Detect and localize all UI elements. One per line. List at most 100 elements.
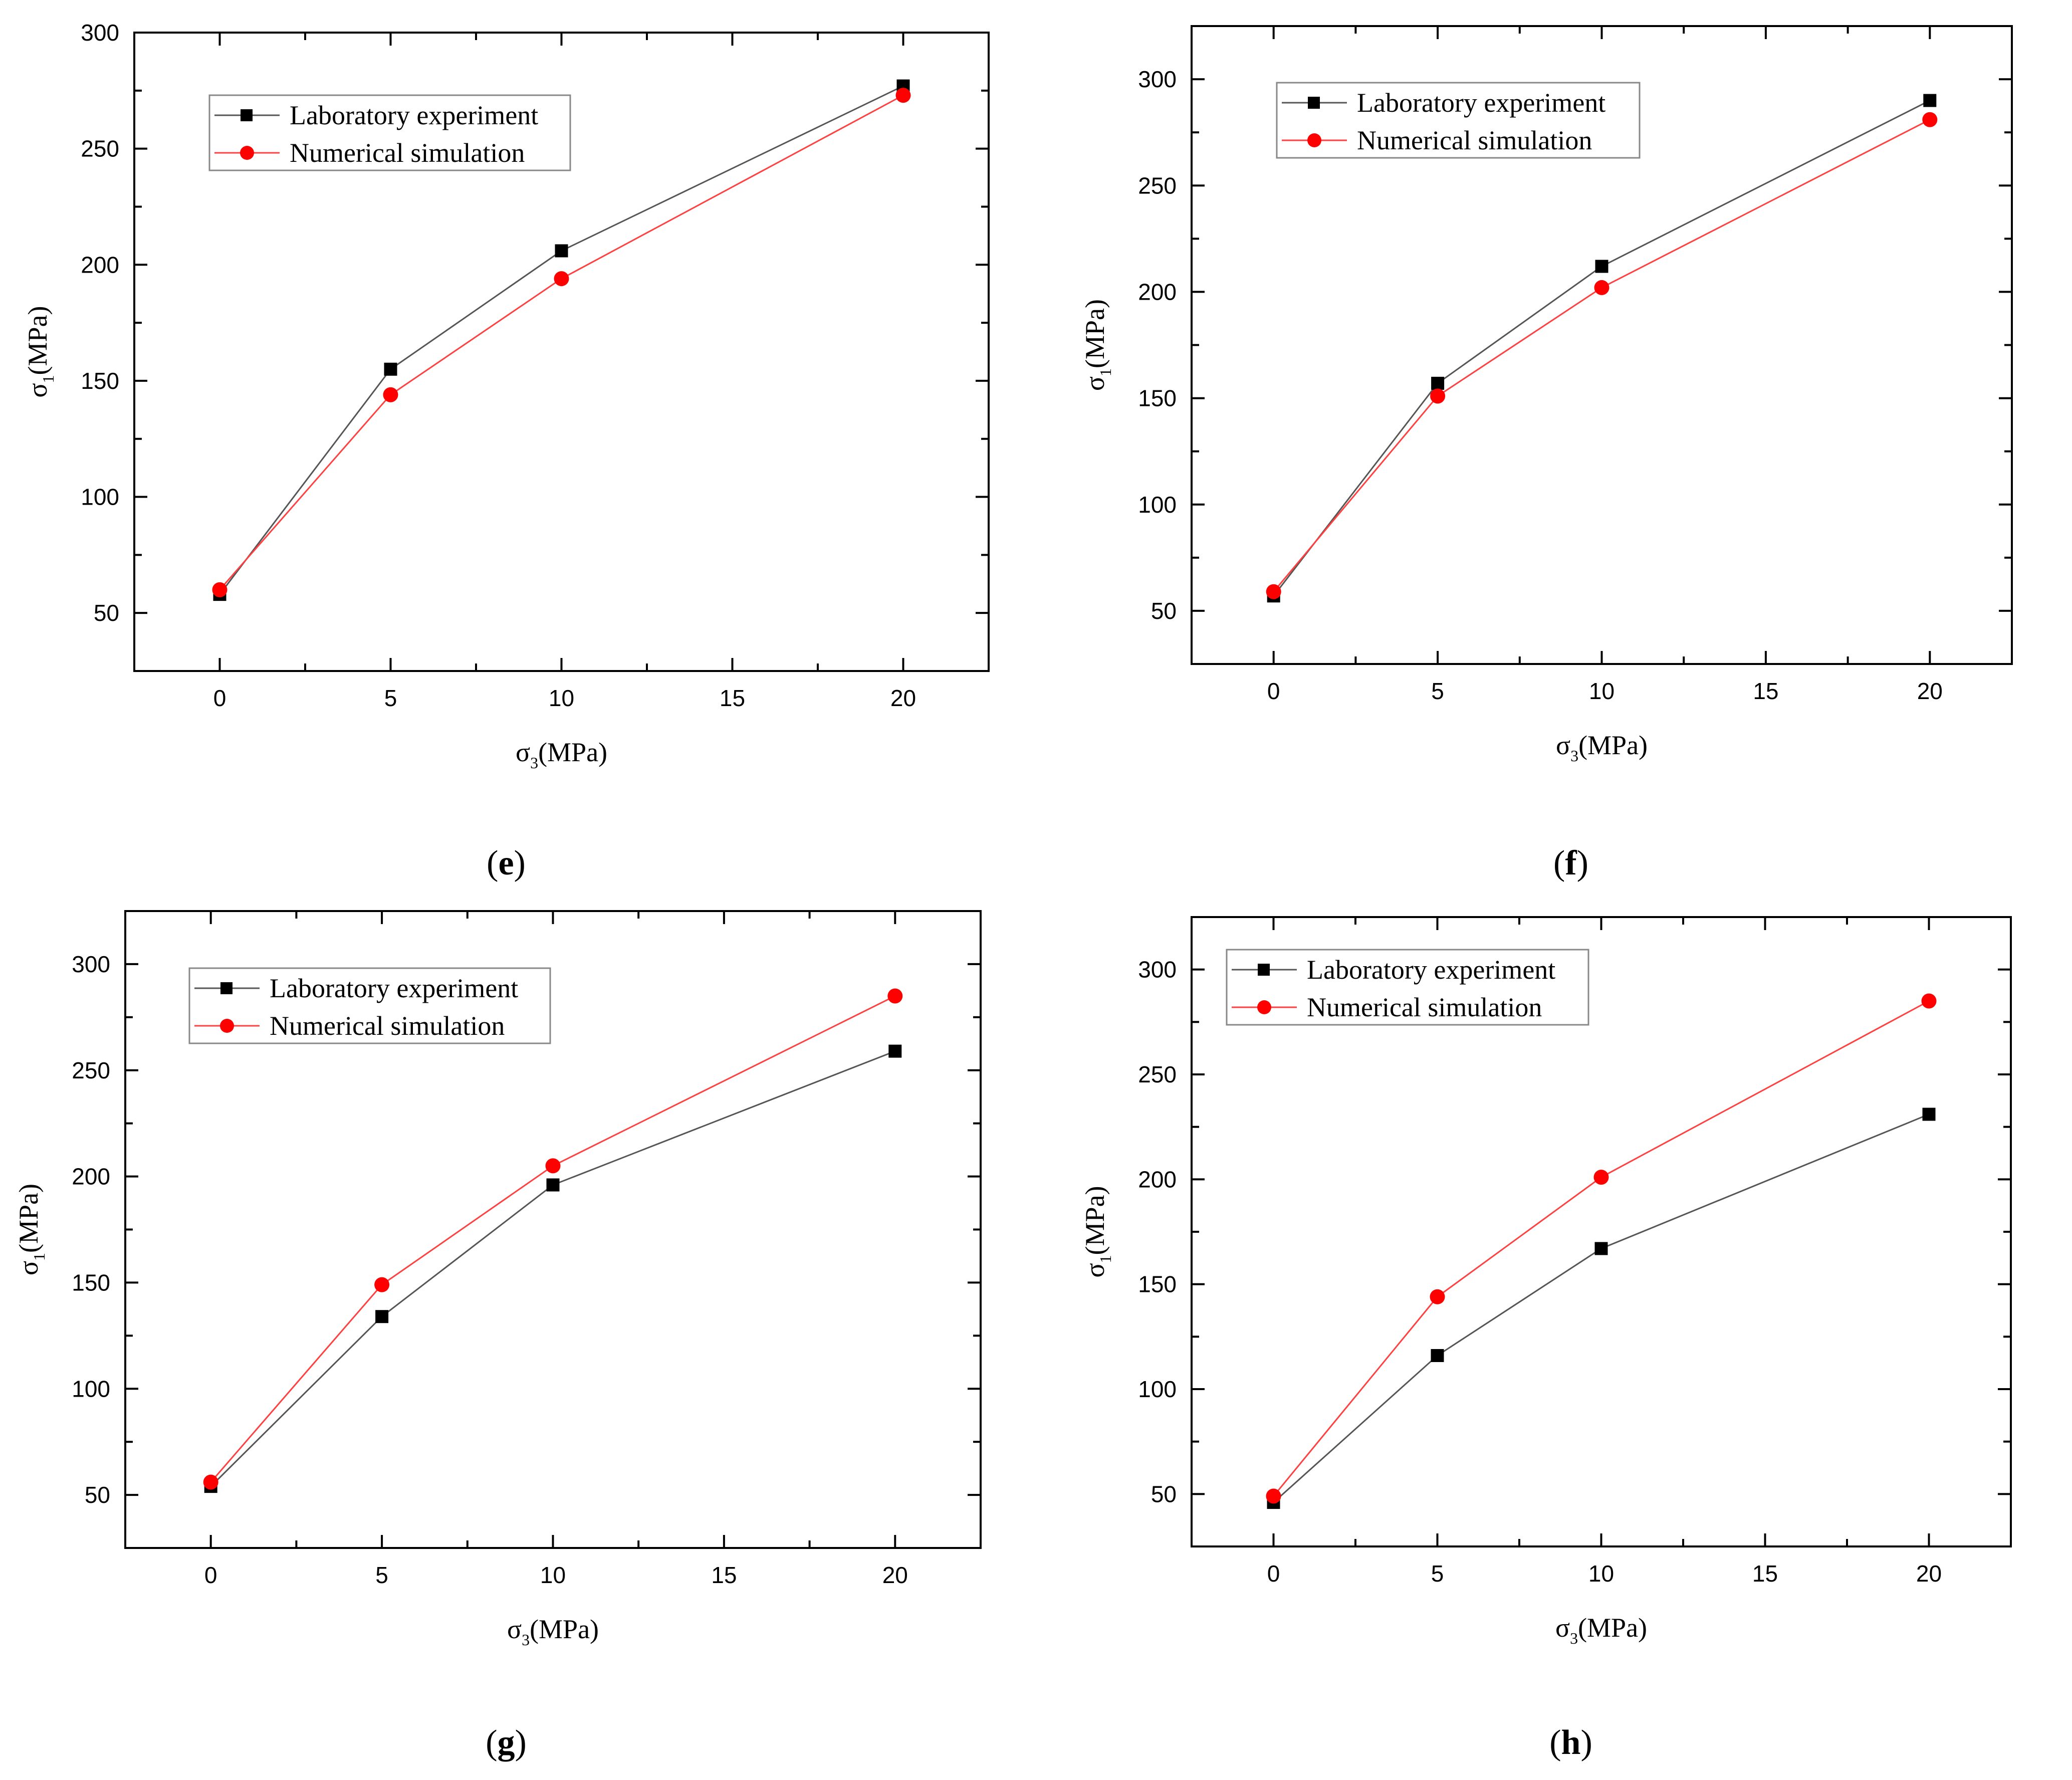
data-point-simulation	[1921, 993, 1937, 1009]
y-axis-subscript: 1	[30, 1253, 48, 1261]
x-tick-label: 10	[549, 685, 574, 711]
y-axis-symbol: σ	[23, 383, 53, 397]
data-point-laboratory	[1431, 1349, 1444, 1363]
series-line-simulation	[219, 94, 904, 590]
series-line-laboratory	[1273, 1114, 1930, 1503]
x-tick-label: 15	[1752, 1561, 1778, 1587]
legend-marker-circle	[1257, 1000, 1271, 1014]
x-tick-label: 5	[1431, 1561, 1444, 1587]
y-axis-unit: (MPa)	[23, 306, 53, 375]
y-tick-label: 300	[1138, 66, 1177, 92]
data-point-laboratory	[384, 362, 397, 376]
caption-letter: f	[1565, 844, 1577, 882]
caption-paren-open: (	[1553, 844, 1565, 882]
y-axis-subscript: 1	[39, 375, 57, 383]
data-point-simulation	[1593, 1170, 1609, 1185]
caption-paren-open: (	[487, 844, 498, 882]
legend-box	[1276, 82, 1641, 159]
data-point-simulation	[1594, 280, 1609, 295]
legend-marker-square	[1258, 964, 1270, 976]
caption-paren-open: (	[1549, 1723, 1561, 1762]
y-tick-label: 300	[72, 951, 110, 977]
y-tick-label: 50	[1151, 1481, 1177, 1507]
y-tick-label: 300	[1138, 957, 1177, 983]
legend-marker-circle	[240, 146, 254, 160]
y-tick-label: 150	[72, 1269, 110, 1295]
legend-label: Numerical simulation	[1307, 992, 1542, 1022]
x-axis-unit: (MPa)	[1578, 1613, 1647, 1643]
data-point-simulation	[1430, 388, 1446, 404]
chart-panel-e: 0 5 10 15 2050100150200250300σ3(MPa)σ1(MPa)L…	[23, 20, 990, 882]
caption-letter: e	[498, 844, 514, 882]
x-tick-label: 10	[1588, 1561, 1614, 1587]
x-axis-label: σ3(MPa)	[1555, 1613, 1647, 1647]
legend-box	[1226, 949, 1589, 1026]
legend-marker-circle	[1307, 133, 1321, 147]
x-tick-label: 0	[213, 685, 226, 711]
y-tick-label: 100	[81, 484, 119, 510]
x-tick-label: 15	[711, 1562, 737, 1588]
x-tick-label: 0	[1267, 1561, 1280, 1587]
x-axis-label: σ3(MPa)	[507, 1614, 599, 1649]
x-axis-label: σ3(MPa)	[1556, 730, 1648, 765]
data-point-simulation	[1266, 584, 1281, 599]
y-axis-label: σ1(MPa)	[23, 306, 57, 397]
data-point-laboratory	[555, 244, 568, 258]
data-point-laboratory	[1431, 376, 1445, 390]
y-tick-label: 250	[1138, 172, 1177, 198]
x-tick-label: 5	[384, 685, 397, 711]
x-axis-label: σ3(MPa)	[516, 737, 607, 772]
y-axis-symbol: σ	[1080, 376, 1110, 391]
x-tick-label: 0	[204, 1562, 217, 1588]
data-point-simulation	[1430, 1289, 1445, 1304]
legend-label: Laboratory experiment	[290, 100, 538, 130]
x-axis-unit: (MPa)	[530, 1614, 599, 1644]
data-point-laboratory	[375, 1310, 389, 1323]
y-axis-label: σ1(MPa)	[1080, 299, 1114, 391]
y-tick-label: 250	[72, 1057, 110, 1083]
x-tick-label: 15	[720, 685, 745, 711]
x-axis-symbol: σ	[516, 737, 530, 767]
y-axis-label: σ1(MPa)	[1080, 1186, 1114, 1277]
caption-paren-close: )	[1580, 1723, 1592, 1762]
caption-letter: g	[498, 1723, 515, 1762]
y-tick-label: 150	[81, 368, 119, 394]
series-line-simulation	[210, 995, 895, 1483]
x-tick-label: 10	[540, 1562, 566, 1588]
x-tick-label: 0	[1267, 678, 1280, 704]
chart-panel-f: 0 5 10 15 2050100150200250300σ3(MPa)σ1(MPa)L…	[1080, 25, 2013, 882]
x-tick-label: 5	[375, 1562, 388, 1588]
y-tick-label: 150	[1138, 1271, 1177, 1297]
x-axis-subscript: 3	[522, 1631, 530, 1649]
legend: Laboratory experiment Numerical simulatio…	[208, 94, 571, 171]
y-axis-unit: (MPa)	[14, 1184, 44, 1253]
y-tick-label: 200	[81, 252, 119, 278]
legend-box	[188, 967, 551, 1044]
y-axis-symbol: σ	[14, 1261, 44, 1275]
legend-label: Laboratory experiment	[1357, 88, 1605, 118]
y-tick-label: 100	[72, 1376, 110, 1402]
caption-paren-close: )	[515, 1723, 527, 1762]
legend: Laboratory experiment Numerical simulatio…	[1226, 949, 1589, 1026]
data-point-simulation	[383, 387, 398, 402]
panel-caption: (h)	[1549, 1723, 1592, 1762]
legend-marker-square	[1308, 97, 1320, 109]
data-point-laboratory	[546, 1178, 560, 1192]
y-tick-label: 250	[81, 136, 119, 162]
legend-box	[208, 94, 571, 171]
y-tick-label: 200	[1138, 279, 1177, 305]
series-line-laboratory	[1273, 100, 1930, 597]
x-tick-label: 20	[890, 685, 916, 711]
data-point-laboratory	[1594, 1242, 1608, 1255]
x-tick-label: 20	[1917, 678, 1943, 704]
data-point-simulation	[545, 1158, 561, 1174]
data-point-simulation	[374, 1277, 390, 1292]
data-point-simulation	[887, 988, 903, 1004]
legend-label: Numerical simulation	[290, 138, 525, 168]
x-axis-symbol: σ	[1556, 730, 1570, 760]
legend-label: Numerical simulation	[1357, 125, 1592, 155]
legend: Laboratory experiment Numerical simulatio…	[1276, 82, 1641, 159]
y-tick-label: 200	[72, 1164, 110, 1190]
chart-panel-h: 0 5 10 15 2050100150200250300σ3(MPa)σ1(MPa)L…	[1080, 916, 2012, 1762]
data-point-simulation	[1266, 1488, 1281, 1504]
